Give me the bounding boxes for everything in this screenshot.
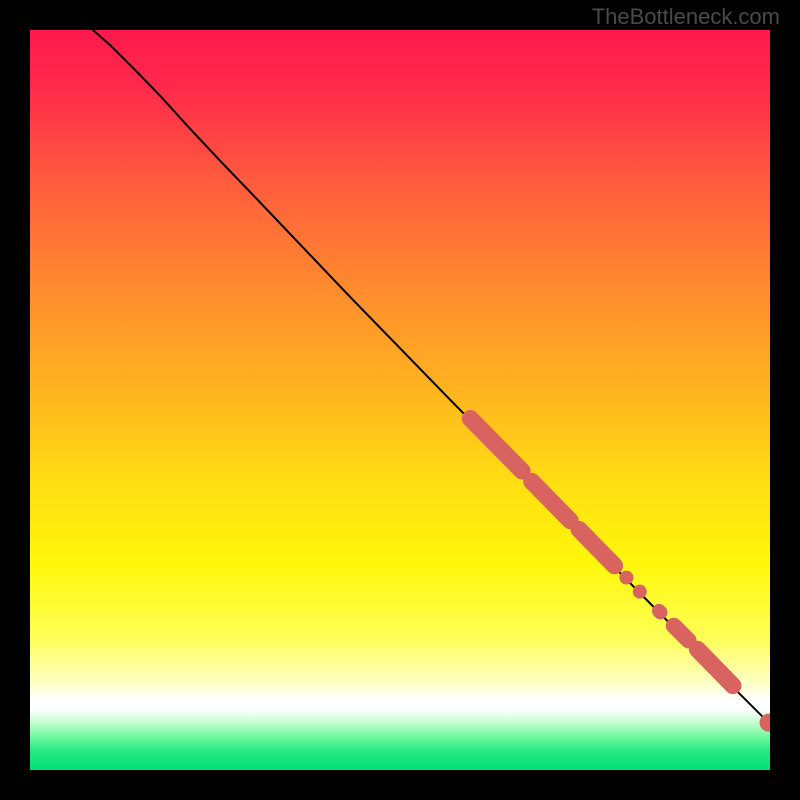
stage: TheBottleneck.com <box>0 0 800 800</box>
chart-overlay <box>30 30 770 770</box>
marker-segment <box>532 481 570 520</box>
marker-point <box>619 571 633 585</box>
watermark-text: TheBottleneck.com <box>592 4 780 30</box>
marker-segment <box>470 419 522 472</box>
plot-area <box>30 30 770 770</box>
marker-point <box>633 585 647 599</box>
marker-segment <box>579 530 615 566</box>
marker-segment <box>674 626 689 641</box>
marker-segment <box>659 611 660 612</box>
marker-segment <box>697 649 733 685</box>
